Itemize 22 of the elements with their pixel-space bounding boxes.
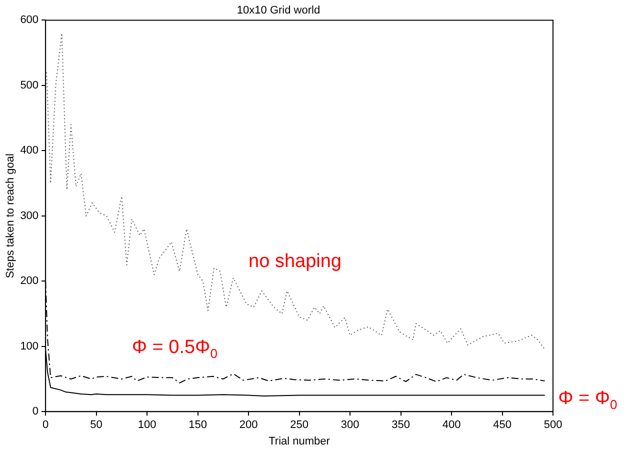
x-tick-label: 300 xyxy=(340,419,360,432)
series-label: no shaping xyxy=(248,250,342,272)
x-tick-label: 250 xyxy=(290,419,308,432)
x-tick-label: 400 xyxy=(442,419,461,432)
y-tick-label: 600 xyxy=(20,14,39,26)
x-tick-label: 50 xyxy=(90,419,102,432)
y-axis-title: Steps taken to reach goal xyxy=(4,154,17,278)
x-tick-label: 500 xyxy=(544,419,562,432)
y-tick-label: 100 xyxy=(20,340,39,352)
x-tick-label: 200 xyxy=(239,419,258,432)
y-tick-label: 500 xyxy=(20,79,39,92)
x-tick-label: 450 xyxy=(493,419,512,432)
y-tick-label: 400 xyxy=(20,144,39,157)
x-tick-label: 350 xyxy=(392,419,410,432)
y-tick-label: 0 xyxy=(32,406,39,418)
x-tick-label: 150 xyxy=(188,419,207,432)
chart-title: 10x10 Grid world xyxy=(236,4,320,17)
x-tick-label: 100 xyxy=(138,419,156,432)
x-axis-title: Trial number xyxy=(268,435,330,448)
x-tick-label: 0 xyxy=(42,419,49,432)
y-tick-label: 300 xyxy=(20,210,39,222)
y-tick-label: 200 xyxy=(20,275,39,288)
